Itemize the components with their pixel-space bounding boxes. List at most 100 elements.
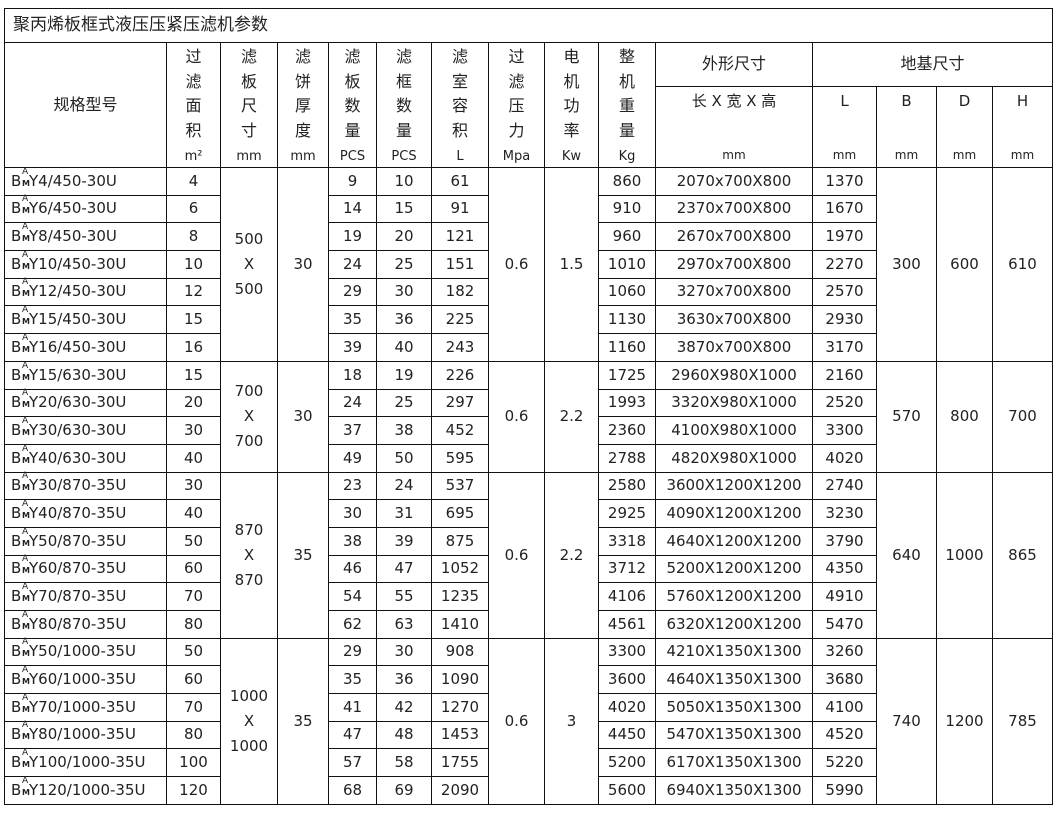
model-name: Y30/630-30U xyxy=(29,420,127,439)
cell-volume: 2090 xyxy=(431,776,489,805)
table-row: B A M Y70/870-35U 70 54 55 1235 4106 5760X1200X12… xyxy=(4,582,1053,611)
table-row: B A M Y15/450-30U 15 35 36 225 1130 3630x700X800 2… xyxy=(4,305,1053,335)
cell-plates: 38 xyxy=(328,526,377,556)
cell-dims: 5470X1350X1300 xyxy=(655,720,813,750)
model-name: Y50/1000-35U xyxy=(29,642,136,661)
header-frames: 滤框数量 PCS xyxy=(376,42,432,168)
model-prefix-sup: A xyxy=(22,305,29,316)
header-area: 过滤面积 m² xyxy=(166,42,221,168)
cell-volume: 875 xyxy=(431,526,489,556)
cell-volume: 121 xyxy=(431,222,489,252)
header-area-unit: m² xyxy=(184,149,203,165)
model-prefix-base: B xyxy=(11,199,22,218)
cell-pressure: 0.6 xyxy=(488,360,545,473)
cell-model: B A M Y20/630-30U xyxy=(4,388,167,418)
header-plate_size-stack: 滤板尺寸 mm xyxy=(221,43,277,167)
cell-area: 70 xyxy=(166,582,221,611)
cell-area: 40 xyxy=(166,443,221,473)
cell-model: B A M Y16/450-30U xyxy=(4,333,167,362)
cell-weight: 910 xyxy=(598,194,656,224)
model-prefix-base: B xyxy=(11,254,22,273)
model-prefix-sub: M xyxy=(22,510,30,520)
cell-L: 1970 xyxy=(812,222,877,252)
cell-area: 20 xyxy=(166,388,221,418)
cell-area: 16 xyxy=(166,333,221,362)
header-foundation-unit: mm xyxy=(1010,147,1035,162)
cell-plates: 37 xyxy=(328,416,377,445)
cell-frames: 50 xyxy=(376,443,432,473)
plate-size-part: 1000 xyxy=(229,736,269,755)
cell-frames: 40 xyxy=(376,333,432,362)
table-row: B A M Y80/1000-35U 80 47 48 1453 4450 5470X1350X1… xyxy=(4,720,1053,750)
cell-weight: 1993 xyxy=(598,388,656,418)
cell-pressure: 0.6 xyxy=(488,637,545,805)
cell-D: 600 xyxy=(936,167,993,362)
cell-frames: 25 xyxy=(376,388,432,418)
cell-frames: 24 xyxy=(376,471,432,501)
cell-weight: 4450 xyxy=(598,720,656,750)
cell-frames: 69 xyxy=(376,776,432,805)
model-prefix-sub: M xyxy=(22,234,30,244)
cell-area: 80 xyxy=(166,720,221,750)
cell-plates: 35 xyxy=(328,305,377,335)
model-prefix-base: B xyxy=(11,337,22,356)
model-prefix-base: B xyxy=(11,559,22,578)
header-power: 电机功率 Kw xyxy=(544,42,599,168)
cell-L: 2160 xyxy=(812,360,877,390)
cell-L: 4020 xyxy=(812,443,877,473)
cell-weight: 2925 xyxy=(598,499,656,528)
cell-H: 785 xyxy=(992,637,1053,805)
cell-cake: 35 xyxy=(277,471,329,639)
cell-L: 3230 xyxy=(812,499,877,528)
table-row: B A M Y120/1000-35U 120 68 69 2090 5600 6940X1350… xyxy=(4,776,1053,805)
header-power-label: 电机功率 xyxy=(563,47,580,140)
cell-model: B A M Y40/870-35U xyxy=(4,499,167,528)
cell-plates: 14 xyxy=(328,194,377,224)
model-prefix-sup: A xyxy=(22,609,29,620)
cell-L: 3260 xyxy=(812,637,877,667)
model-name: Y15/630-30U xyxy=(29,365,127,384)
header-plates-stack: 滤板数量 PCS xyxy=(329,43,376,167)
cell-volume: 61 xyxy=(431,167,489,196)
header-weight-label: 整机重量 xyxy=(618,47,635,140)
cell-model: B A M Y15/450-30U xyxy=(4,305,167,335)
model-prefix-sub: M xyxy=(22,594,30,604)
cell-L: 4910 xyxy=(812,582,877,611)
cell-frames: 36 xyxy=(376,665,432,695)
cell-area: 30 xyxy=(166,471,221,501)
header-frames-stack: 滤框数量 PCS xyxy=(377,43,431,167)
model-prefix-sup: A xyxy=(22,582,29,593)
cell-volume: 1270 xyxy=(431,693,489,722)
cell-model: B A M Y70/870-35U xyxy=(4,582,167,611)
plate-size-part: X xyxy=(243,545,255,564)
cell-area: 40 xyxy=(166,499,221,528)
cell-plates: 9 xyxy=(328,167,377,196)
cell-weight: 2788 xyxy=(598,443,656,473)
header-area-stack: 过滤面积 m² xyxy=(167,43,220,167)
table-row: B A M Y15/630-30U 15 700 X 700 30 18 19 226 0.6 2.2 17… xyxy=(4,360,1053,473)
cell-plates: 35 xyxy=(328,665,377,695)
plate-size-part: 500 xyxy=(234,229,264,248)
cell-plates: 18 xyxy=(328,360,377,390)
cell-frames: 55 xyxy=(376,582,432,611)
table-title: 聚丙烯板框式液压压紧压滤机参数 xyxy=(4,8,1053,43)
model-prefix-sub: M xyxy=(22,538,30,548)
cell-area: 10 xyxy=(166,250,221,279)
cell-model: B A M Y60/870-35U xyxy=(4,554,167,584)
header-frames-unit: PCS xyxy=(391,149,417,165)
cell-L: 1370 xyxy=(812,167,877,196)
cell-area: 15 xyxy=(166,360,221,390)
cell-volume: 1755 xyxy=(431,748,489,778)
model-prefix-sub: M xyxy=(22,400,30,410)
cell-plates: 24 xyxy=(328,388,377,418)
cell-weight: 4106 xyxy=(598,582,656,611)
